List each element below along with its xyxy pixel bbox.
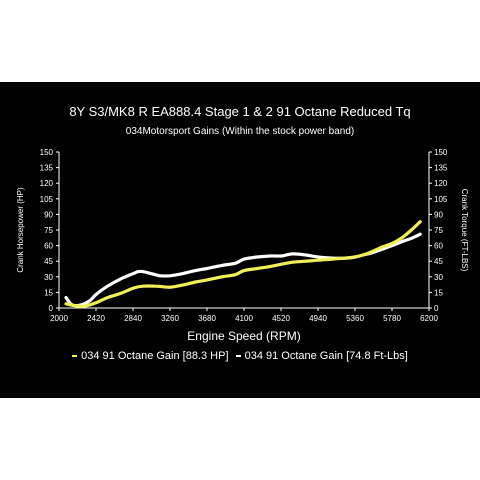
y-tick-label: 15 (44, 288, 53, 297)
x-tick-label: 2000 (50, 314, 68, 323)
y2-tick-label: 0 (434, 304, 439, 313)
x-tick-label: 4520 (272, 314, 290, 323)
chart-subtitle: 034Motorsport Gains (Within the stock po… (125, 126, 355, 137)
y-axis-label: Crank Horsepower (HP) (16, 187, 25, 273)
x-tick-label: 4100 (235, 314, 253, 323)
y2-tick-label: 45 (434, 257, 443, 266)
x-axis-label: Engine Speed (RPM) (187, 329, 300, 343)
y-tick-label: 45 (44, 257, 53, 266)
y-tick-label: 105 (40, 195, 54, 204)
chart-panel: 8Y S3/MK8 R EA888.4 Stage 1 & 2 91 Octan… (0, 82, 480, 398)
y-tick-label: 75 (44, 226, 53, 235)
y-tick-label: 135 (40, 164, 54, 173)
legend-item-hp: 034 91 Octane Gain [88.3 HP] (72, 350, 229, 362)
y-tick-label: 120 (40, 179, 54, 188)
x-tick-label: 3260 (161, 314, 179, 323)
x-tick-label: 4940 (309, 314, 327, 323)
x-tick-label: 2420 (87, 314, 105, 323)
y2-tick-label: 75 (434, 226, 443, 235)
legend-swatch-hp (72, 355, 78, 358)
y2-tick-label: 90 (434, 210, 443, 219)
y2-tick-label: 105 (434, 195, 448, 204)
y2-tick-label: 150 (434, 148, 448, 157)
x-tick-label: 3680 (198, 314, 216, 323)
legend-label-hp: 034 91 Octane Gain [88.3 HP] (81, 350, 229, 362)
y-tick-label: 0 (49, 304, 54, 313)
y2-tick-label: 135 (434, 164, 448, 173)
y2-tick-label: 30 (434, 273, 443, 282)
chart-title: 8Y S3/MK8 R EA888.4 Stage 1 & 2 91 Octan… (69, 104, 411, 119)
legend-item-tq: 034 91 Octane Gain [74.8 Ft-Lbs] (235, 350, 408, 362)
y2-tick-label: 120 (434, 179, 448, 188)
y-tick-label: 90 (44, 210, 53, 219)
x-tick-label: 6200 (420, 314, 438, 323)
y-tick-label: 30 (44, 273, 53, 282)
y-tick-label: 60 (44, 242, 53, 251)
legend-label-tq: 034 91 Octane Gain [74.8 Ft-Lbs] (244, 350, 408, 362)
legend-swatch-tq (235, 355, 241, 358)
series-line-hp-gain (64, 220, 422, 308)
y2-axis-label: Crank Torque (FT-LBS) (460, 189, 469, 272)
y2-tick-label: 15 (434, 288, 443, 297)
chart-svg: 0 15 30 45 60 75 90 105 120 135 150 0 15 30 45 60 75 90 10… (16, 148, 469, 343)
x-tick-label: 5360 (346, 314, 364, 323)
x-tick-label: 5780 (383, 314, 401, 323)
x-tick-label: 2840 (124, 314, 142, 323)
chart-legend: 034 91 Octane Gain [88.3 HP] 034 91 Octa… (0, 350, 480, 362)
y-tick-label: 150 (40, 148, 54, 157)
y2-tick-label: 60 (434, 242, 443, 251)
